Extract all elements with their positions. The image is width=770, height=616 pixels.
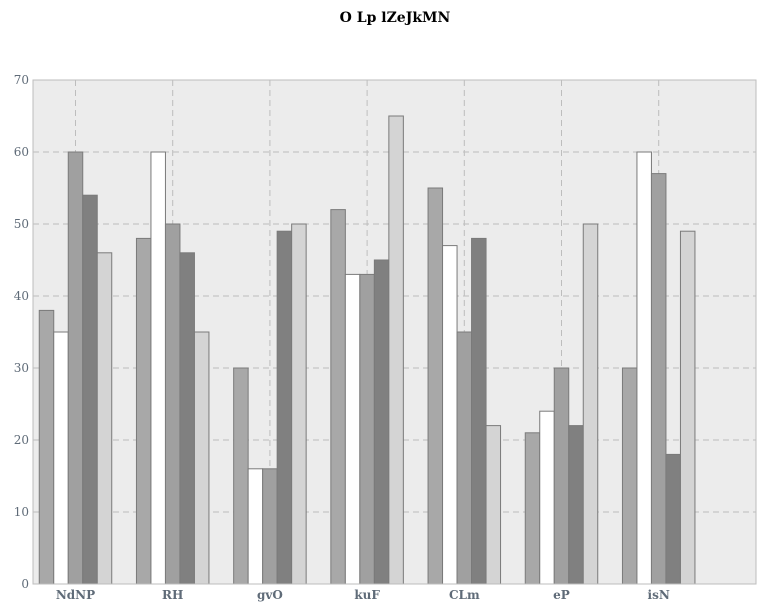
x-tick-label: eP xyxy=(553,588,570,602)
bar xyxy=(164,223,181,585)
bar xyxy=(456,331,473,585)
bar xyxy=(135,237,152,585)
bar xyxy=(650,173,667,585)
bar xyxy=(427,187,444,585)
chart-title: O Lp lZeJkMN xyxy=(339,10,451,26)
y-tick-label: 20 xyxy=(14,433,29,447)
x-tick-label: gvO xyxy=(257,588,283,602)
bar xyxy=(291,223,307,585)
bar xyxy=(568,425,584,585)
x-tick-label: NdNP xyxy=(56,588,95,602)
bar xyxy=(82,194,98,585)
bar xyxy=(553,367,570,585)
y-tick-label: 0 xyxy=(21,577,29,591)
bar xyxy=(330,209,346,585)
bar xyxy=(442,245,458,585)
bar xyxy=(276,230,293,585)
bar xyxy=(344,273,361,585)
plot-frame xyxy=(32,79,757,585)
y-tick-label: 40 xyxy=(14,289,29,303)
bar xyxy=(665,453,681,585)
bar xyxy=(96,252,113,585)
bar xyxy=(485,425,502,585)
bar xyxy=(471,237,487,585)
x-tick-label: kuF xyxy=(354,588,380,602)
bar xyxy=(388,115,404,585)
bar xyxy=(359,273,375,585)
bar xyxy=(636,151,652,585)
bar xyxy=(679,230,696,585)
y-tick-label: 10 xyxy=(14,505,29,519)
bar xyxy=(539,410,555,585)
bar xyxy=(193,331,210,585)
y-tick-label: 70 xyxy=(14,73,29,87)
bar xyxy=(621,367,638,585)
y-tick-label: 30 xyxy=(14,361,29,375)
x-tick-label: CLm xyxy=(449,588,480,602)
bar xyxy=(150,151,166,585)
bar xyxy=(247,468,264,585)
bar xyxy=(373,259,390,585)
bar xyxy=(524,432,541,585)
bar xyxy=(179,252,195,585)
bar xyxy=(262,468,278,585)
y-tick-label: 50 xyxy=(14,217,29,231)
bar xyxy=(38,309,55,585)
x-tick-label: RH xyxy=(162,588,183,602)
bar xyxy=(53,331,69,585)
bar xyxy=(582,223,599,585)
bar xyxy=(233,367,249,585)
bar xyxy=(67,151,84,585)
x-tick-label: isN xyxy=(648,588,670,602)
y-tick-label: 60 xyxy=(14,145,29,159)
